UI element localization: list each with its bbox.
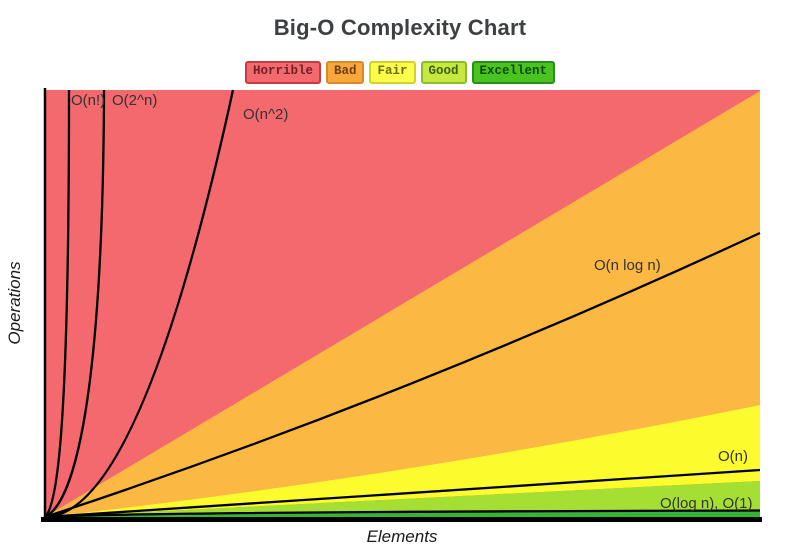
good-region: [45, 481, 760, 517]
curve-label-linearithmic: O(n log n): [594, 257, 661, 274]
curve-label-exponential: O(2^n): [112, 92, 157, 109]
exponential-curve: [44, 89, 106, 519]
legend: Horrible Bad Fair Good Excellent: [0, 61, 800, 84]
factorial-curve: [44, 89, 71, 518]
curve-label-factorial: O(n!): [71, 92, 105, 109]
linear-curve: [44, 468, 761, 519]
linearithmic-curve: [44, 231, 761, 519]
curve-label-linear: O(n): [718, 448, 748, 465]
y-axis-label: Operations: [5, 261, 24, 345]
page-title: Big-O Complexity Chart: [273, 15, 527, 40]
bad-region: [45, 91, 760, 517]
axes-group: [41, 88, 762, 522]
x-axis-label: Elements: [367, 527, 438, 546]
legend-badge-bad: Bad: [325, 61, 365, 84]
legend-badge-fair: Fair: [369, 61, 416, 84]
legend-badge-excellent: Excellent: [471, 61, 556, 84]
legend-badge-horrible: Horrible: [244, 61, 321, 84]
legend-badge-good: Good: [420, 61, 467, 84]
fair-region: [45, 405, 760, 517]
curve-label-log-const: O(log n), O(1): [660, 495, 753, 512]
curve-label-quadratic: O(n^2): [243, 106, 288, 123]
curves-group: [44, 89, 761, 519]
logarithmic-curve: [44, 509, 761, 519]
